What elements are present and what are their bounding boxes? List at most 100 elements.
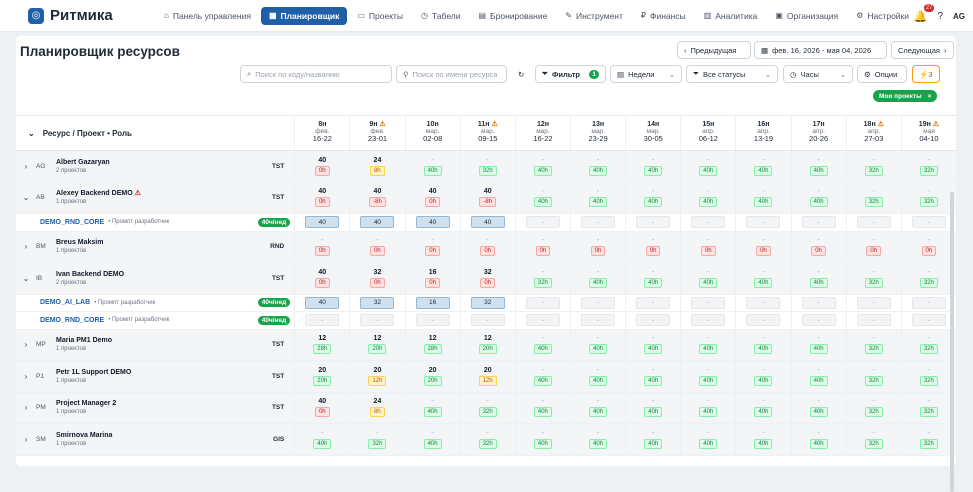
- allocation-cell[interactable]: -40h: [625, 361, 680, 392]
- allocation-cell[interactable]: -40h: [569, 329, 625, 360]
- allocation-cell[interactable]: 40 0h: [294, 392, 349, 423]
- lightning-button[interactable]: ⚡3: [912, 65, 940, 83]
- nav-dashboard[interactable]: ⌂ Панель управления: [156, 7, 259, 25]
- week-header[interactable]: 16н апр. 13-19: [735, 116, 790, 150]
- resource-name[interactable]: Ivan Backend DEMO: [56, 270, 124, 279]
- week-header[interactable]: 18н ⚠ апр. 27-03: [845, 116, 901, 150]
- allocation-cell[interactable]: -40h: [514, 182, 570, 213]
- nav-booking[interactable]: ▤ Бронирование: [470, 7, 555, 25]
- allocation-cell[interactable]: 40 0h: [294, 151, 349, 182]
- allocation-cell[interactable]: -40h: [680, 182, 735, 213]
- project-cell[interactable]: -: [569, 214, 625, 231]
- allocation-cell[interactable]: -32h: [459, 151, 515, 182]
- allocation-cell[interactable]: -0h: [845, 231, 901, 262]
- week-header[interactable]: 8н фев. 16-22: [294, 116, 349, 150]
- project-hours-box[interactable]: 40: [360, 216, 395, 229]
- allocation-cell[interactable]: -40h: [625, 392, 680, 423]
- allocation-cell[interactable]: -40h: [735, 151, 790, 182]
- allocation-cell[interactable]: -32h: [845, 182, 901, 213]
- project-hours-box[interactable]: 32: [470, 296, 505, 309]
- allocation-cell[interactable]: -0h: [349, 231, 404, 262]
- allocation-cell[interactable]: -40h: [790, 329, 846, 360]
- close-icon[interactable]: ×: [927, 92, 932, 100]
- resource-name[interactable]: Petr 1L Support DEMO: [56, 368, 131, 377]
- allocation-cell[interactable]: 12 28h: [294, 329, 349, 360]
- week-header[interactable]: 19н ⚠ мая 04-10: [900, 116, 956, 150]
- allocation-cell[interactable]: -40h: [514, 361, 570, 392]
- allocation-cell[interactable]: -40h: [735, 361, 790, 392]
- week-header[interactable]: 15н апр. 06-12: [680, 116, 735, 150]
- project-cell[interactable]: -: [569, 312, 625, 329]
- allocation-cell[interactable]: -32h: [900, 263, 956, 294]
- allocation-cell[interactable]: -40h: [569, 263, 625, 294]
- project-link[interactable]: DEMO_RND_CORE: [40, 316, 105, 324]
- allocation-cell[interactable]: -32h: [900, 151, 956, 182]
- allocation-cell[interactable]: -0h: [900, 231, 956, 262]
- allocation-cell[interactable]: -40h: [680, 392, 735, 423]
- options-button[interactable]: ⚙ Опции: [857, 65, 907, 83]
- project-cell[interactable]: 16: [404, 294, 460, 311]
- allocation-cell[interactable]: -32h: [459, 424, 515, 455]
- project-hours-box[interactable]: -: [801, 314, 836, 327]
- allocation-cell[interactable]: -40h: [790, 424, 846, 455]
- allocation-cell[interactable]: -32h: [845, 263, 901, 294]
- project-hours-box[interactable]: 32: [360, 296, 395, 309]
- allocation-cell[interactable]: -40h: [790, 263, 846, 294]
- allocation-cell[interactable]: 40 0h: [404, 182, 460, 213]
- project-hours-box[interactable]: 40: [470, 216, 505, 229]
- allocation-cell[interactable]: -0h: [790, 231, 846, 262]
- expand-chevron-icon[interactable]: ›: [24, 371, 28, 381]
- project-hours-box[interactable]: -: [801, 216, 836, 229]
- project-hours-box[interactable]: -: [415, 314, 450, 327]
- allocation-cell[interactable]: -32h: [900, 392, 956, 423]
- project-cell[interactable]: -: [514, 214, 570, 231]
- allocation-cell[interactable]: -0h: [735, 231, 790, 262]
- nav-analytics[interactable]: ▥ Аналитика: [696, 7, 766, 25]
- project-hours-box[interactable]: -: [691, 296, 726, 309]
- resource-name[interactable]: Project Manager 2: [56, 399, 116, 408]
- project-cell[interactable]: -: [680, 214, 735, 231]
- hours-select[interactable]: ◷ Часы: [783, 65, 853, 83]
- allocation-cell[interactable]: -40h: [790, 151, 846, 182]
- project-hours-box[interactable]: -: [636, 216, 671, 229]
- allocation-cell[interactable]: -32h: [349, 424, 404, 455]
- date-range-picker[interactable]: ▦ фев. 16, 2026 - мая 04, 2026: [754, 41, 887, 59]
- project-hours-box[interactable]: -: [636, 296, 671, 309]
- week-header[interactable]: 10н мар. 02-08: [404, 116, 460, 150]
- project-hours-box[interactable]: -: [470, 314, 505, 327]
- allocation-cell[interactable]: 16 0h: [404, 263, 460, 294]
- project-hours-box[interactable]: -: [305, 314, 340, 327]
- allocation-cell[interactable]: -0h: [294, 231, 349, 262]
- project-hours-box[interactable]: -: [636, 314, 671, 327]
- filter-button[interactable]: ⏷ Фильтр 1: [535, 65, 606, 83]
- project-cell[interactable]: -: [735, 214, 790, 231]
- project-hours-box[interactable]: -: [856, 216, 891, 229]
- allocation-cell[interactable]: -0h: [625, 231, 680, 262]
- allocation-cell[interactable]: -40h: [735, 424, 790, 455]
- expand-chevron-icon[interactable]: ⌄: [22, 193, 30, 203]
- project-cell[interactable]: -: [900, 294, 956, 311]
- project-cell[interactable]: -: [680, 312, 735, 329]
- project-hours-box[interactable]: -: [856, 314, 891, 327]
- allocation-cell[interactable]: -40h: [514, 424, 570, 455]
- project-hours-box[interactable]: -: [525, 296, 560, 309]
- project-cell[interactable]: -: [294, 312, 349, 329]
- project-hours-box[interactable]: -: [746, 296, 781, 309]
- resource-name[interactable]: Alexey Backend DEMO ⚠: [56, 189, 141, 198]
- project-cell[interactable]: -: [459, 312, 515, 329]
- allocation-cell[interactable]: -40h: [569, 361, 625, 392]
- expand-chevron-icon[interactable]: ›: [24, 340, 28, 350]
- expand-chevron-icon[interactable]: ›: [24, 434, 28, 444]
- project-cell[interactable]: 40: [294, 214, 349, 231]
- project-hours-box[interactable]: -: [691, 216, 726, 229]
- allocation-cell[interactable]: -40h: [680, 424, 735, 455]
- project-link[interactable]: DEMO_RND_CORE: [40, 218, 105, 226]
- allocation-cell[interactable]: -32h: [900, 361, 956, 392]
- project-hours-box[interactable]: -: [525, 314, 560, 327]
- allocation-cell[interactable]: -32h: [845, 151, 901, 182]
- help-icon[interactable]: ?: [937, 10, 943, 22]
- resource-name[interactable]: Smirnova Marina: [56, 431, 112, 440]
- project-hours-box[interactable]: 40: [305, 216, 340, 229]
- search-code-input[interactable]: ⌕ Поиск по коду/названию: [240, 65, 392, 83]
- allocation-cell[interactable]: 20 12h: [459, 361, 515, 392]
